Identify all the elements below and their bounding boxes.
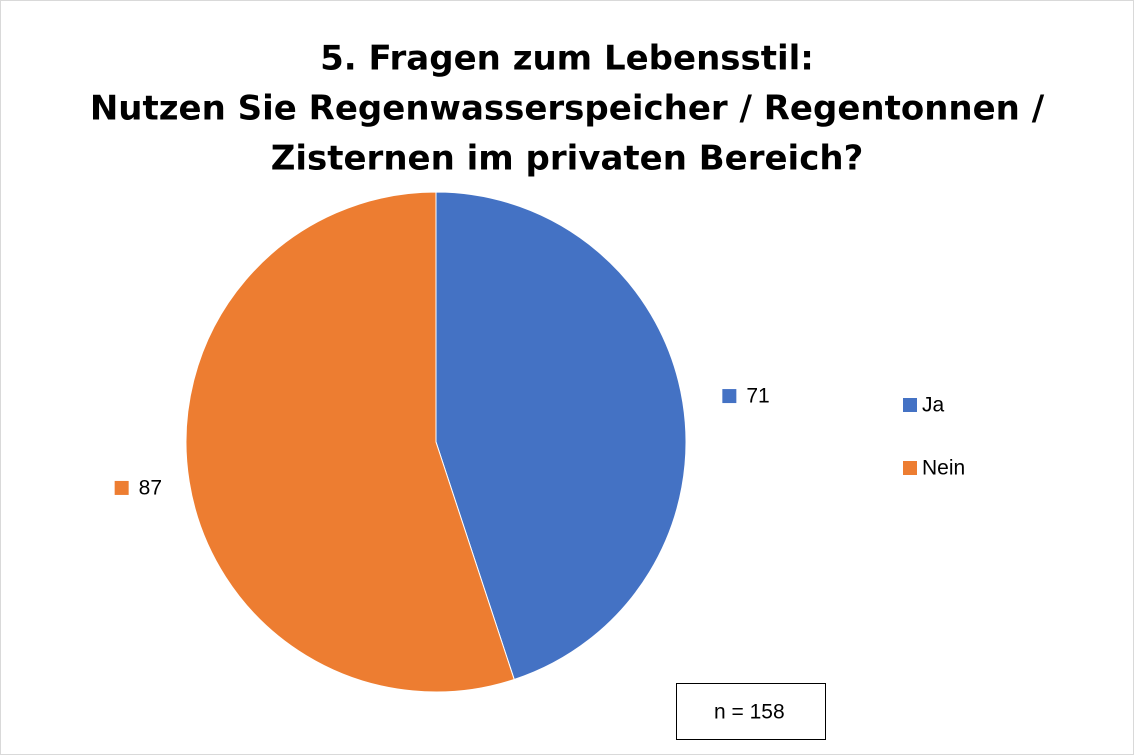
chart-title: 5. Fragen zum Lebensstil: bbox=[320, 39, 814, 79]
legend-marker bbox=[903, 398, 917, 412]
pie-slice bbox=[435, 191, 687, 681]
chart-title: Nutzen Sie Regenwasserspeicher / Regento… bbox=[90, 89, 1045, 129]
legend-marker bbox=[903, 461, 917, 475]
data-label-marker bbox=[722, 389, 737, 404]
pie-slice bbox=[185, 191, 515, 693]
data-label-marker bbox=[114, 480, 129, 495]
data-label: 71 bbox=[746, 385, 769, 408]
legend-label: Nein bbox=[922, 457, 965, 480]
legend-label: Ja bbox=[922, 394, 945, 417]
chart-title: Zisternen im privaten Bereich? bbox=[271, 139, 864, 179]
annotation-box bbox=[676, 683, 826, 740]
data-label: 87 bbox=[139, 476, 162, 499]
annotation: n = 158 bbox=[714, 701, 785, 724]
